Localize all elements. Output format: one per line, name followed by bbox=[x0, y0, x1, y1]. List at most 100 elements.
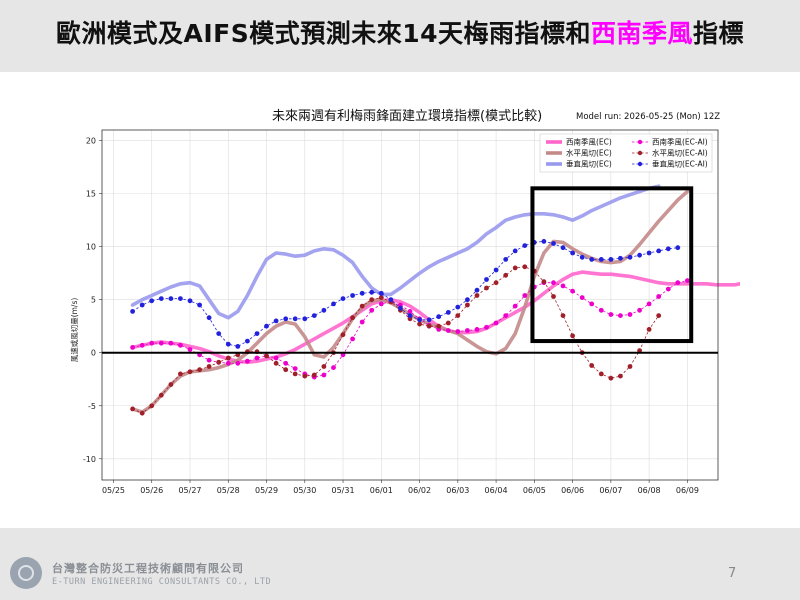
slide-title: 歐洲模式及AIFS模式預測未來14天梅雨指標和西南季風指標 bbox=[0, 14, 800, 50]
data-point bbox=[178, 296, 183, 301]
data-point bbox=[254, 355, 260, 361]
data-point bbox=[512, 303, 518, 309]
x-tick-label: 06/06 bbox=[561, 486, 584, 495]
data-point bbox=[254, 331, 260, 336]
data-point bbox=[570, 333, 575, 339]
data-point bbox=[321, 307, 327, 313]
x-tick-label: 06/05 bbox=[523, 486, 546, 495]
x-tick-label: 05/31 bbox=[332, 486, 355, 495]
data-point bbox=[598, 307, 604, 313]
data-point bbox=[340, 332, 346, 338]
page-number: 7 bbox=[728, 566, 737, 581]
data-point bbox=[340, 296, 346, 301]
data-point bbox=[197, 302, 203, 308]
data-point bbox=[646, 301, 652, 307]
data-point bbox=[139, 342, 145, 348]
y-tick-label: 15 bbox=[86, 190, 96, 199]
data-point bbox=[206, 364, 212, 369]
data-point bbox=[474, 327, 480, 332]
data-point bbox=[589, 301, 595, 307]
data-point bbox=[225, 355, 231, 361]
x-tick-label: 05/26 bbox=[140, 486, 163, 495]
data-point bbox=[273, 318, 279, 324]
data-point bbox=[378, 295, 384, 300]
data-point bbox=[139, 410, 145, 416]
data-point bbox=[388, 297, 394, 303]
legend-horizontal-shear-ec: 水平風切(EC) bbox=[566, 148, 612, 158]
data-point bbox=[656, 294, 662, 299]
data-point bbox=[417, 317, 422, 323]
data-point bbox=[311, 313, 317, 318]
data-point bbox=[426, 317, 432, 323]
data-point bbox=[560, 245, 566, 251]
data-point bbox=[158, 296, 164, 301]
y-tick-label: 0 bbox=[91, 349, 96, 358]
x-tick-label: 05/27 bbox=[178, 486, 201, 495]
x-tick-label: 06/03 bbox=[446, 486, 469, 495]
series-vertical-shear-ecai bbox=[132, 240, 678, 347]
data-point bbox=[627, 312, 633, 317]
data-point bbox=[589, 363, 595, 368]
legend-marker bbox=[637, 161, 643, 167]
chart-title: 未來兩週有利梅雨鋒面建立環境指標(模式比較) bbox=[272, 108, 542, 124]
data-point bbox=[445, 320, 451, 326]
data-point bbox=[149, 340, 155, 346]
data-point bbox=[292, 316, 298, 322]
data-point bbox=[484, 324, 489, 330]
data-point bbox=[465, 297, 470, 303]
data-point bbox=[378, 290, 384, 296]
data-point bbox=[656, 248, 662, 254]
company-name-en: E-TURN ENGINEERING CONSULTANTS CO., LTD bbox=[52, 577, 272, 587]
data-point bbox=[225, 360, 231, 366]
data-point bbox=[187, 347, 193, 352]
data-point bbox=[283, 367, 289, 373]
data-point bbox=[369, 289, 375, 295]
data-point bbox=[130, 406, 135, 412]
x-tick-label: 06/09 bbox=[676, 486, 699, 495]
data-point bbox=[187, 298, 193, 304]
data-point bbox=[216, 359, 222, 365]
data-point bbox=[503, 313, 509, 318]
data-point bbox=[350, 315, 355, 321]
data-point bbox=[168, 382, 174, 387]
data-point bbox=[378, 301, 384, 307]
legend-sw-monsoon-ecai: 西南季風(EC-AI) bbox=[652, 137, 708, 147]
title-part2: 指標 bbox=[693, 19, 745, 48]
data-point bbox=[245, 338, 250, 344]
data-point bbox=[484, 277, 489, 282]
data-point bbox=[168, 296, 174, 301]
x-tick-label: 06/08 bbox=[638, 486, 661, 495]
legend-vertical-shear-ec: 垂直風切(EC) bbox=[566, 159, 612, 169]
y-tick-label: 20 bbox=[86, 137, 96, 146]
data-point bbox=[426, 323, 432, 329]
legend-box bbox=[539, 133, 713, 173]
data-point bbox=[493, 267, 499, 273]
data-point bbox=[589, 257, 595, 262]
slide-footer bbox=[0, 528, 800, 600]
data-point bbox=[675, 280, 681, 286]
title-part1: 歐洲模式及AIFS模式預測未來14天梅雨指標和 bbox=[55, 19, 591, 48]
legend-marker bbox=[637, 150, 643, 156]
data-point bbox=[541, 239, 547, 244]
data-point bbox=[168, 340, 174, 346]
data-point bbox=[245, 358, 250, 364]
legend-sw-monsoon-ec: 西南季風(EC) bbox=[566, 137, 612, 147]
data-point bbox=[436, 314, 442, 320]
data-point bbox=[560, 283, 566, 289]
data-point bbox=[398, 305, 403, 311]
data-point bbox=[292, 366, 298, 371]
data-point bbox=[130, 309, 135, 314]
data-point bbox=[541, 279, 547, 285]
data-point bbox=[216, 331, 222, 336]
series-horizontal-shear-ec bbox=[130, 189, 690, 414]
data-point bbox=[197, 367, 203, 373]
chart-annotation bbox=[530, 186, 694, 344]
data-point bbox=[273, 355, 279, 361]
data-point bbox=[522, 243, 528, 249]
data-point bbox=[618, 255, 623, 261]
data-point bbox=[522, 293, 528, 298]
x-tick-label: 06/04 bbox=[485, 486, 508, 495]
data-point bbox=[551, 280, 556, 286]
data-point bbox=[503, 257, 509, 262]
data-point bbox=[627, 364, 633, 369]
